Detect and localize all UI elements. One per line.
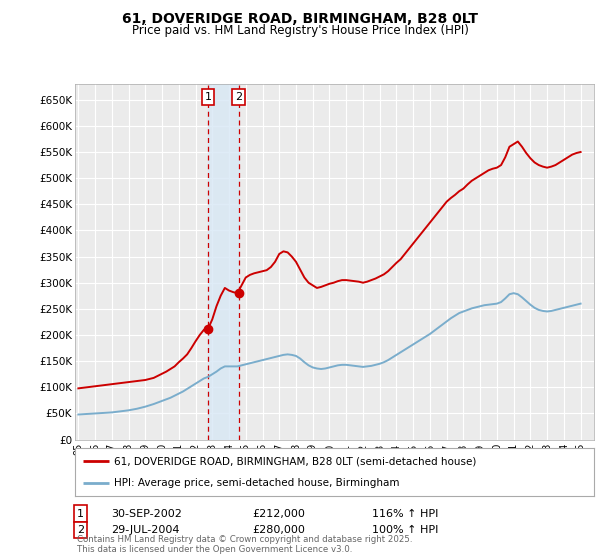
Text: 61, DOVERIDGE ROAD, BIRMINGHAM, B28 0LT (semi-detached house): 61, DOVERIDGE ROAD, BIRMINGHAM, B28 0LT … [114,456,476,466]
Text: 1: 1 [205,92,212,102]
Bar [208,84,239,440]
Text: 100% ↑ HPI: 100% ↑ HPI [372,525,439,535]
Text: 2: 2 [77,525,84,535]
Text: £212,000: £212,000 [252,508,305,519]
Text: 29-JUL-2004: 29-JUL-2004 [111,525,179,535]
Text: Contains HM Land Registry data © Crown copyright and database right 2025.
This d: Contains HM Land Registry data © Crown c… [77,535,412,554]
Text: 1: 1 [77,508,84,519]
Text: £280,000: £280,000 [252,525,305,535]
Text: 116% ↑ HPI: 116% ↑ HPI [372,508,439,519]
Text: Price paid vs. HM Land Registry's House Price Index (HPI): Price paid vs. HM Land Registry's House … [131,24,469,37]
Text: HPI: Average price, semi-detached house, Birmingham: HPI: Average price, semi-detached house,… [114,478,400,488]
Text: 30-SEP-2002: 30-SEP-2002 [111,508,182,519]
Text: 61, DOVERIDGE ROAD, BIRMINGHAM, B28 0LT: 61, DOVERIDGE ROAD, BIRMINGHAM, B28 0LT [122,12,478,26]
Text: 2: 2 [235,92,242,102]
